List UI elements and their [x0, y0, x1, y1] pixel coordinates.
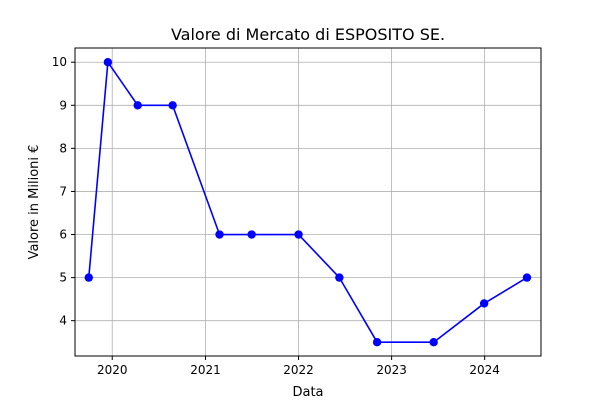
data-point	[215, 230, 224, 239]
data-point	[168, 101, 177, 110]
y-tick-label: 5	[59, 271, 67, 285]
data-point	[372, 338, 382, 347]
data-point	[522, 273, 532, 282]
y-tick-label: 9	[59, 98, 67, 112]
x-axis-label: Data	[292, 385, 323, 400]
x-tick-label: 2023	[376, 363, 407, 377]
data-point	[335, 273, 344, 282]
data-point	[103, 58, 113, 67]
data-point	[84, 273, 93, 282]
series-line	[87, 61, 528, 344]
y-axis-label: Valore in Milioni €	[27, 145, 42, 260]
y-tick-label: 4	[59, 314, 67, 328]
chart-title: Valore di Mercato di ESPOSITO SE.	[171, 25, 445, 44]
data-point	[247, 230, 256, 239]
plot-frame	[74, 47, 542, 357]
y-tick-label: 10	[52, 55, 67, 69]
data-point	[429, 338, 438, 347]
data-series	[84, 58, 532, 347]
axis-ticks: 2020 2021 2022 2023 2024 4 5 6 7 8 9 10	[52, 55, 500, 377]
x-tick-label: 2024	[469, 363, 500, 377]
data-point	[294, 230, 303, 239]
data-point	[133, 101, 142, 110]
y-tick-label: 7	[59, 184, 67, 198]
x-tick-label: 2022	[283, 363, 314, 377]
y-tick-label: 8	[59, 141, 67, 155]
x-tick-label: 2020	[97, 363, 128, 377]
y-tick-label: 6	[59, 228, 67, 242]
x-tick-label: 2021	[190, 363, 221, 377]
data-point	[479, 299, 489, 308]
